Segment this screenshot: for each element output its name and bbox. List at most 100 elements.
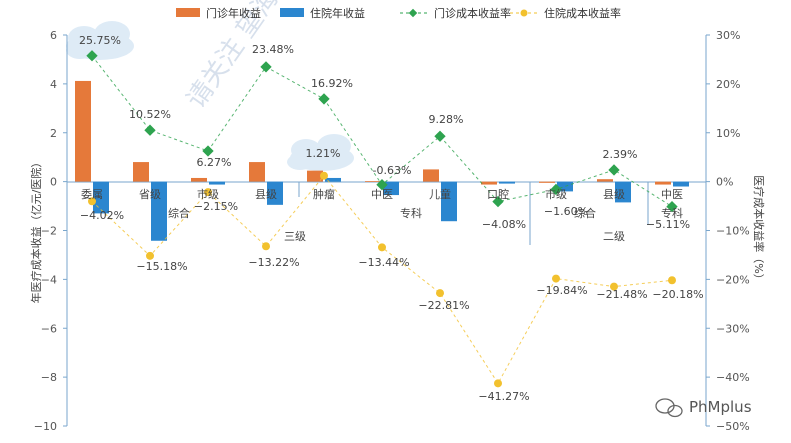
y-tick-label: 6 (50, 29, 57, 42)
outpatient-rate-point (666, 200, 678, 213)
category-label: 中医 (661, 188, 683, 201)
outpatient-revenue-bar (539, 181, 555, 183)
outpatient-rate-point (318, 93, 330, 105)
y2-tick-label: 30% (716, 29, 740, 42)
outpatient-revenue-bar (133, 162, 149, 182)
category-label: 中医 (371, 188, 393, 201)
inpatient-rate-point (204, 188, 212, 197)
brand-mark: PhMplus (655, 398, 752, 418)
outpatient-rate-point (376, 179, 388, 191)
inpatient-revenue-bar (557, 181, 573, 192)
legend-label: 住院成本收益率 (544, 6, 621, 20)
outpatient-rate-label: −1.60% (544, 205, 588, 218)
inpatient-rate-label: −22.81% (418, 299, 469, 312)
y2-tick-label: −10% (716, 225, 750, 238)
outpatient-rate-label: 16.92% (311, 77, 353, 90)
group-label: 专科 (661, 206, 683, 220)
category-label: 县级 (603, 188, 625, 201)
inpatient-revenue-bar (267, 181, 283, 205)
inpatient-rate-label: −20.18% (652, 288, 703, 301)
data-labels: 25.75% 10.52% 6.27% 23.48% 16.92% -0.63% 9.28%… (79, 34, 704, 403)
right-y-ticks: 30% 20% 10% 0% −10% −20% −30% −40% −50% (706, 29, 750, 433)
category-label: 儿童 (429, 187, 451, 201)
outpatient-revenue-bar (307, 170, 323, 182)
outpatient-rate-label: 10.52% (129, 108, 171, 121)
outpatient-rate-point (434, 130, 446, 142)
outpatient-rate-point (260, 61, 272, 73)
inpatient-rate-point (146, 251, 154, 260)
outpatient-rate-point (550, 183, 562, 196)
category-labels: 委属 省级 市级 县级 肿瘤 中医 儿童 口腔 市级 县级 中医 (81, 187, 683, 201)
inpatient-revenue-bar (673, 181, 689, 187)
outpatient-rate-label: 23.48% (252, 43, 294, 56)
outpatient-rate-point (492, 195, 504, 208)
outpatient-revenue-bar (191, 177, 207, 182)
category-label: 市级 (197, 187, 219, 201)
y2-tick-label: 20% (716, 78, 740, 91)
y-tick-label: 2 (50, 127, 57, 140)
inpatient-revenue-bar (151, 181, 167, 241)
y-tick-label: −4 (41, 273, 57, 286)
outpatient-rate-point (202, 145, 214, 157)
outpatient-rate-label: 2.39% (603, 148, 638, 161)
inpatient-rate-point (378, 243, 386, 252)
outpatient-rate-label: 25.75% (79, 34, 121, 47)
legend-label: 门诊成本收益率 (434, 6, 511, 20)
inpatient-rate-label: −2.15% (194, 200, 238, 213)
inpatient-revenue-bar (325, 177, 341, 182)
category-label: 省级 (139, 188, 161, 201)
category-label: 县级 (255, 188, 277, 201)
legend-marker (520, 9, 528, 17)
wechat-icon (655, 398, 683, 418)
cloud-shape (287, 134, 354, 171)
inpatient-rate-point (436, 289, 444, 298)
outpatient-rate-label: 6.27% (197, 156, 232, 169)
outpatient-rate-point (86, 50, 98, 62)
category-label: 市级 (545, 187, 567, 201)
y2-tick-label: −30% (716, 322, 750, 335)
group-label: 综合 (574, 206, 596, 220)
group-label: 综合 (168, 206, 190, 220)
outpatient-revenue-bar (655, 181, 671, 185)
outpatient-revenue-bar (75, 80, 91, 182)
y-tick-label: −2 (41, 225, 57, 238)
inpatient-rate-label: −19.84% (536, 284, 587, 297)
inpatient-rate-label: −13.44% (358, 256, 409, 269)
outpatient-rate-label: 9.28% (429, 113, 464, 126)
y2-axis-title: 医疗成本收益率（%） (752, 175, 766, 284)
category-label: 肿瘤 (313, 187, 335, 201)
y-tick-label: −10 (34, 420, 57, 433)
inpatient-rate-point (262, 242, 270, 251)
outpatient-rate-label: −5.11% (646, 218, 690, 231)
legend-swatch (176, 8, 200, 17)
left-y-ticks: 6 4 2 0 −2 −4 −6 −8 −10 (34, 29, 67, 433)
outpatient-revenue-bar (597, 179, 613, 182)
outpatient-rate-point (608, 164, 620, 176)
legend-swatch (280, 8, 304, 17)
inpatient-rate-point (494, 379, 502, 388)
outpatient-rate-label: -0.63% (373, 164, 412, 177)
group-label: 二级 (603, 230, 625, 243)
inpatient-rate-point (610, 282, 618, 291)
outpatient-rate-point (144, 124, 156, 136)
inpatient-rate-label: −41.27% (478, 390, 529, 403)
outpatient-rate-label: −4.08% (482, 218, 526, 231)
cloud-decorations (66, 21, 354, 171)
inpatient-revenue-bar (209, 181, 225, 185)
inpatient-rate-label: −13.22% (248, 256, 299, 269)
y2-tick-label: 0% (716, 176, 733, 189)
brand-name: PhMplus (689, 398, 752, 416)
legend-label: 住院年收益 (310, 6, 365, 20)
y-axis-title: 年医疗成本收益（亿元/医院） (29, 157, 43, 304)
inpatient-revenue-bar (615, 181, 631, 203)
outpatient-revenue-bar (481, 181, 497, 185)
outpatient-revenue-bar (423, 169, 439, 182)
y-tick-label: 0 (50, 176, 57, 189)
inpatient-revenue-bar (441, 181, 457, 222)
inpatient-rate-label: −4.02% (80, 209, 124, 222)
inpatient-rate-point (88, 197, 96, 206)
y2-tick-label: −50% (716, 420, 750, 433)
legend-marker (408, 8, 418, 18)
y-tick-label: 4 (50, 78, 57, 91)
